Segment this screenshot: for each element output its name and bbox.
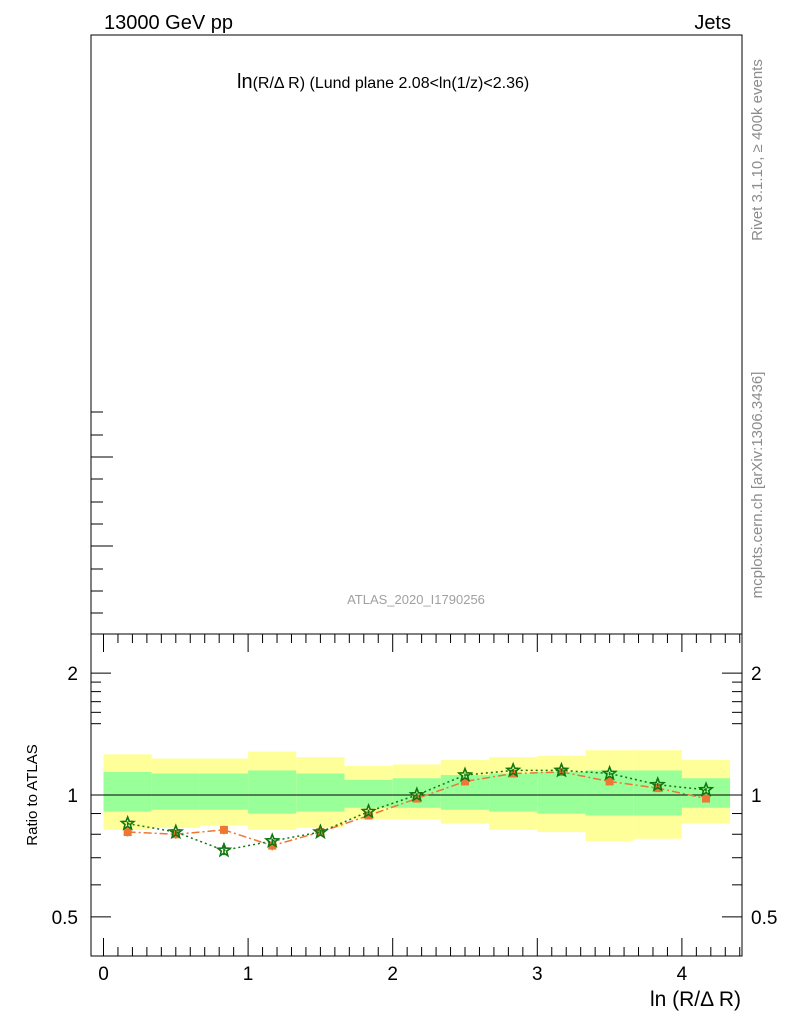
x-tick-label-0: 0 — [98, 964, 109, 985]
series-0-point-3 — [268, 841, 277, 850]
x-tick-label-2: 2 — [387, 964, 398, 985]
main-panel-title-rest: (R/Δ R) (Lund plane 2.08<ln(1/z)<2.36) — [253, 75, 530, 92]
x-tick-label-4: 4 — [677, 964, 688, 985]
series-0-point-2 — [219, 825, 228, 834]
y-tick-label-right-2: 2 — [751, 664, 762, 685]
series-1-point-12 — [697, 781, 715, 797]
green-band-bin-3 — [248, 770, 297, 814]
series-0-point-12 — [702, 794, 711, 803]
series-1-point-4 — [312, 823, 329, 840]
series-1-point-1 — [167, 823, 185, 840]
series-0-point-7 — [461, 777, 469, 786]
ratio-panel-tick-labels: 0 1 2 3 4 0.5 0.5 1 1 2 2 — [52, 664, 778, 985]
main-panel: ln(R/Δ R) (Lund plane 2.08<ln(1/z)<2.36)… — [90, 34, 743, 635]
series-1-point-3 — [263, 832, 281, 849]
series-1-point-9 — [553, 761, 570, 778]
x-tick-label-1: 1 — [243, 964, 254, 985]
analysis-watermark: ATLAS_2020_I1790256 — [347, 592, 485, 607]
series-1-point-0 — [119, 814, 136, 831]
series-1-point-6 — [408, 786, 426, 803]
y-tick-label-left-1: 1 — [67, 786, 78, 807]
main-panel-title: ln(R/Δ R) (Lund plane 2.08<ln(1/z)<2.36) — [237, 71, 529, 93]
x-tick-label-3: 3 — [532, 964, 543, 985]
x-axis-label: ln (R/Δ R) — [650, 988, 741, 1011]
green-band-bin-4 — [296, 773, 345, 812]
mcplots-credit-label: mcplots.cern.ch [arXiv:1306.3436] — [749, 372, 766, 599]
series-1-point-8 — [504, 761, 522, 778]
series-0-point-0 — [123, 828, 132, 837]
y-axis-label: Ratio to ATLAS — [24, 744, 41, 845]
green-band-bin-2 — [199, 773, 249, 810]
series-1-point-7 — [456, 766, 474, 783]
green-band-bin-9 — [537, 771, 586, 814]
green-band-bin-0 — [103, 771, 152, 812]
series-1-point-2 — [215, 841, 233, 858]
ratio-panel: 0 1 2 3 4 0.5 0.5 1 1 2 2 Ratio to ATLAS ln (R/Δ R… — [24, 633, 778, 1011]
y-tick-label-left-2: 2 — [67, 664, 78, 685]
y-tick-label-right-1: 1 — [751, 786, 762, 807]
ratio-panel-ticks — [91, 634, 742, 956]
main-panel-frame — [90, 34, 743, 635]
green-band-bin-6 — [392, 778, 441, 808]
main-panel-y-ticks — [91, 411, 113, 614]
main-panel-title-prefix: ln — [237, 71, 253, 93]
header-process-label: Jets — [694, 12, 731, 34]
y-tick-label-right-0.5: 0.5 — [751, 908, 777, 929]
y-tick-label-left-0.5: 0.5 — [52, 908, 78, 929]
mc-series-layer — [119, 761, 715, 858]
green-band-bin-8 — [489, 773, 538, 812]
series-1-point-10 — [601, 764, 618, 781]
series-1-point-5 — [360, 802, 377, 819]
rivet-version-label: Rivet 3.1.10, ≥ 400k events — [749, 59, 766, 241]
series-1-point-11 — [649, 776, 667, 792]
header-energy-label: 13000 GeV pp — [104, 12, 233, 34]
series-0-point-10 — [605, 777, 614, 786]
series-0-point-5 — [364, 811, 373, 820]
green-band-bin-1 — [151, 773, 200, 810]
